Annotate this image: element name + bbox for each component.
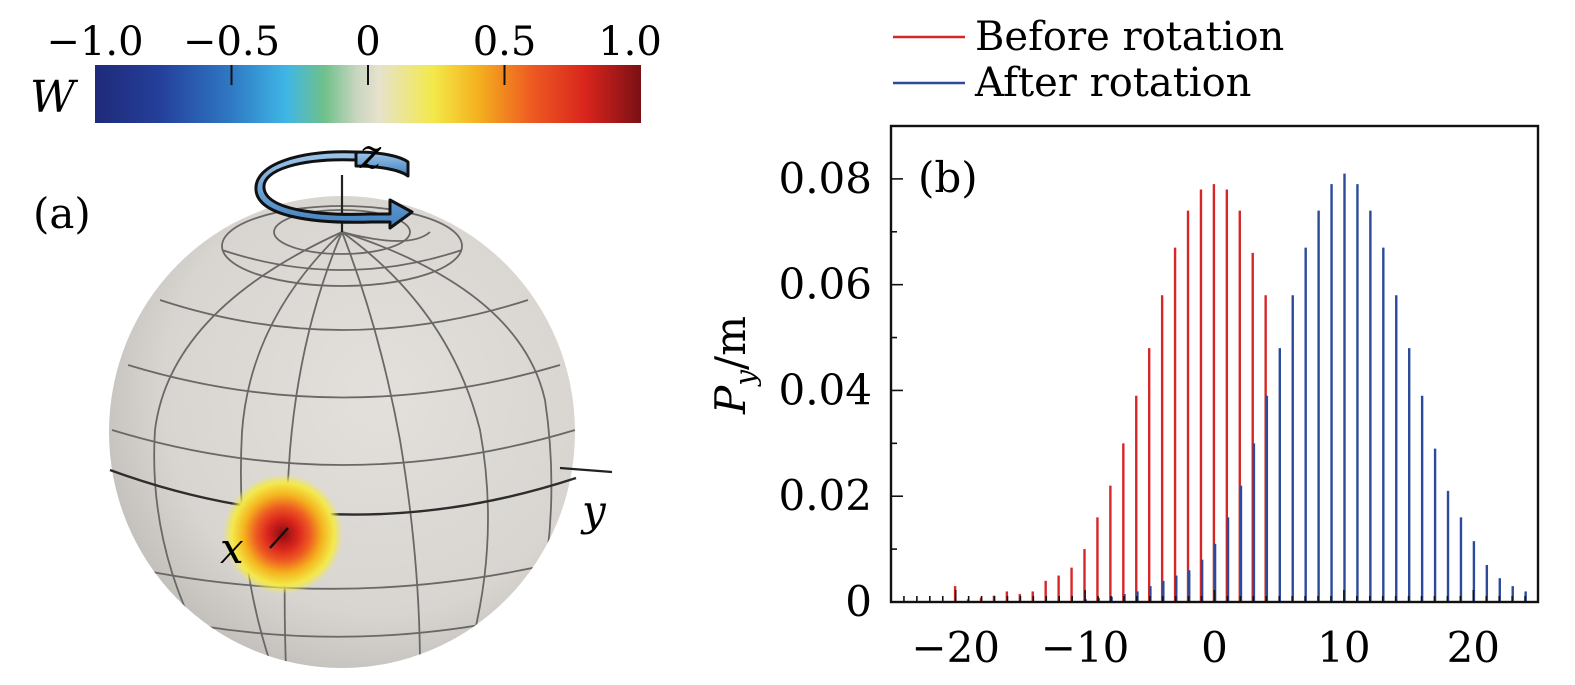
panel-a-label: (a) [33, 189, 91, 238]
bar-marks [953, 173, 1527, 602]
colorbar-tick-label: −0.5 [183, 19, 280, 65]
x-tick-label: −20 [911, 623, 1000, 672]
x-tick-label: 0 [1201, 623, 1228, 672]
y-axis-title: Py/m [706, 316, 762, 415]
plot-frame [889, 124, 1540, 604]
colorbar-tick-label: 1.0 [598, 19, 662, 65]
x-tick-label: 10 [1317, 623, 1370, 672]
legend-label-after: After rotation [974, 60, 1251, 106]
colorbar-label: W [30, 72, 79, 123]
colorbar-tick-label: 0 [355, 19, 380, 65]
equator-line [109, 468, 577, 516]
panel-b-chart: Before rotation After rotation Py/m −20−… [706, 14, 1540, 672]
y-tick-label: 0.02 [778, 471, 872, 520]
legend-label-before: Before rotation [975, 14, 1284, 60]
x-tick-label: 20 [1447, 623, 1500, 672]
y-axis-label: y [580, 486, 607, 535]
x-axis-line [269, 527, 289, 549]
x-tick-label: −10 [1041, 623, 1130, 672]
bloch-sphere [109, 196, 575, 668]
panel-b-label: (b) [918, 153, 978, 202]
legend: Before rotation After rotation [893, 14, 1284, 106]
y-tick-label: 0.04 [778, 365, 872, 414]
x-axis-label: x [220, 524, 244, 573]
y-tick-label: 0.08 [778, 154, 872, 203]
y-tick-label: 0 [845, 577, 872, 626]
colorbar: W −1.0 −0.5 0 0.5 1.0 [30, 19, 662, 123]
colorbar-tick-label: −1.0 [46, 19, 143, 65]
z-axis-label: z [359, 132, 382, 178]
colorbar-tick-label: 0.5 [473, 19, 537, 65]
y-tick-label: 0.06 [778, 260, 872, 309]
rotation-arrow-icon [254, 150, 414, 230]
y-axis-line [559, 466, 613, 474]
panel-a: (a) y [33, 132, 613, 668]
axis-ticks: −20 −10 0 10 20 0 0.02 0.04 0.06 0.08 [778, 125, 1539, 672]
